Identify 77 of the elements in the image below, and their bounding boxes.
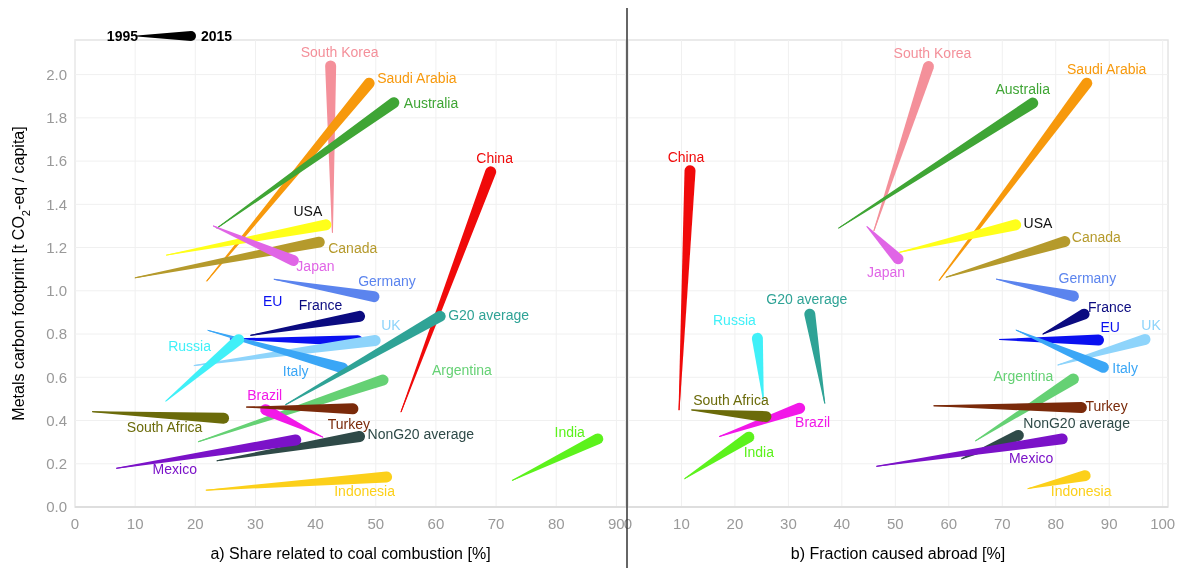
- series-label: India: [743, 443, 775, 460]
- x-tick-label: 80: [1047, 515, 1065, 532]
- series-label: Mexico: [152, 460, 198, 477]
- series-label: China: [476, 149, 514, 166]
- x-tick-label: 70: [487, 515, 505, 532]
- series-label: Australia: [995, 80, 1051, 97]
- series-label: G20 average: [448, 307, 530, 324]
- x-tick-label: 60: [940, 515, 958, 532]
- series-label: Russia: [168, 338, 212, 355]
- series-label: Mexico: [1008, 449, 1054, 466]
- y-tick-label: 0.0: [46, 498, 67, 516]
- series-label: UK: [1141, 317, 1162, 334]
- series-label: Brazil: [795, 413, 831, 430]
- series-label: USA: [293, 202, 323, 219]
- series-label: Germany: [1058, 269, 1117, 286]
- series-label: Japan: [866, 263, 906, 280]
- x-tick-label: 20: [186, 515, 204, 532]
- y-tick-label: 1.6: [46, 152, 67, 170]
- series-label: G20 average: [766, 290, 848, 307]
- y-tick-label: 0.4: [46, 411, 67, 429]
- x-tick-label: 70: [993, 515, 1011, 532]
- series-label: Japan: [296, 258, 335, 275]
- x-tick-label: 20: [726, 515, 744, 532]
- y-tick-label: 0.6: [46, 368, 67, 386]
- x-tick-label: 50: [367, 515, 385, 532]
- series-label: South Africa: [693, 392, 769, 409]
- x-tick-label: 30: [247, 515, 264, 532]
- x-tick-label: 90: [608, 515, 625, 532]
- y-tick-label: 1.4: [46, 195, 67, 213]
- series-label: Russia: [712, 312, 756, 329]
- x-tick-label: 10: [673, 515, 690, 532]
- series-label: China: [667, 148, 705, 165]
- series-label: EU: [1100, 318, 1120, 335]
- series-label: Canada: [328, 239, 378, 256]
- x-tick-label: 90: [1100, 515, 1118, 532]
- x-tick-label: 80: [547, 515, 565, 532]
- x-tick-label: 0: [70, 515, 80, 532]
- y-tick-label: 1.2: [46, 238, 67, 256]
- x-tick-label: 50: [886, 515, 904, 532]
- series-label: France: [298, 297, 343, 314]
- series-label: South Korea: [893, 45, 972, 62]
- series-label: South Korea: [300, 43, 379, 60]
- series-label: Canada: [1071, 229, 1122, 246]
- series-label: France: [1088, 298, 1132, 315]
- series-label: India: [554, 423, 586, 440]
- series-label: Turkey: [1085, 398, 1128, 415]
- y-tick-label: 1.8: [46, 109, 67, 127]
- x-tick-label: 40: [307, 515, 324, 532]
- text: EU: [262, 293, 283, 310]
- y-tick-label: 0.8: [46, 325, 67, 343]
- series-label: Saudi Arabia: [377, 69, 457, 86]
- x-tick-label: 100: [1150, 515, 1176, 532]
- series-label: South Africa: [126, 418, 203, 435]
- series-label: Brazil: [247, 387, 283, 404]
- series-label: Italy: [282, 362, 309, 379]
- y-tick-label: 1.0: [46, 282, 67, 300]
- series-label: Saudi Arabia: [1067, 60, 1147, 77]
- x-tick-label: 30: [780, 515, 797, 532]
- series-label: Argentina: [993, 367, 1054, 384]
- y-tick-label: 2.0: [46, 65, 67, 83]
- annotation: 2015: [201, 27, 233, 44]
- series-label: Australia: [403, 95, 459, 112]
- series-label: UK: [381, 317, 402, 334]
- series-label: Germany: [358, 273, 416, 290]
- x-tick-label: 40: [833, 515, 851, 532]
- x-tick-label: 60: [427, 515, 445, 532]
- x-axis-title: a) Share related to coal combustion [%]: [210, 545, 491, 562]
- series-label: Indonesia: [334, 482, 396, 499]
- series-label: NonG20 average: [1023, 415, 1131, 432]
- series-label: USA: [1023, 214, 1054, 231]
- x-axis-title: b) Fraction caused abroad [%]: [790, 545, 1006, 562]
- y-tick-label: 0.2: [46, 455, 67, 473]
- annotation: 1995: [106, 27, 139, 44]
- series-label: Italy: [1112, 360, 1138, 377]
- series-label: Indonesia: [1050, 483, 1112, 500]
- x-tick-label: 10: [126, 515, 144, 532]
- text: Argentina: [431, 361, 493, 378]
